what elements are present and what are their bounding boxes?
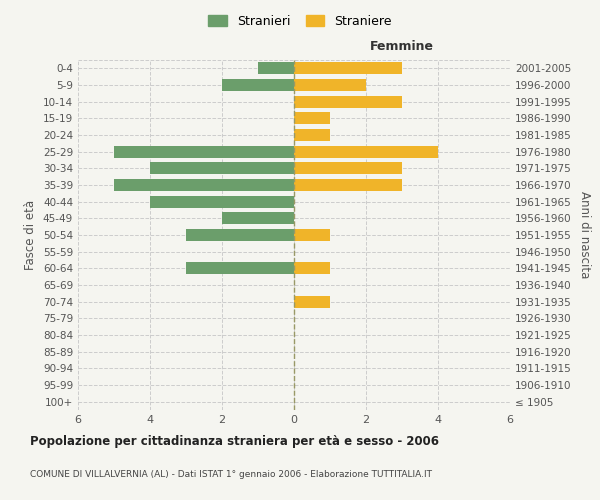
Bar (294, 229, 330, 241)
Bar (294, 296, 330, 308)
Y-axis label: Fasce di età: Fasce di età (25, 200, 37, 270)
Bar (294, 62, 402, 74)
Bar (294, 79, 366, 91)
Bar (186, 229, 294, 241)
Bar (222, 212, 294, 224)
Text: COMUNE DI VILLALVERNIA (AL) - Dati ISTAT 1° gennaio 2006 - Elaborazione TUTTITAL: COMUNE DI VILLALVERNIA (AL) - Dati ISTAT… (30, 470, 432, 479)
Bar (258, 62, 294, 74)
Bar (294, 146, 438, 158)
Bar (114, 146, 294, 158)
Bar (294, 179, 402, 191)
Bar (294, 129, 330, 141)
Bar (114, 179, 294, 191)
Text: Popolazione per cittadinanza straniera per età e sesso - 2006: Popolazione per cittadinanza straniera p… (30, 435, 439, 448)
Bar (150, 196, 294, 207)
Bar (186, 262, 294, 274)
Bar (294, 262, 330, 274)
Bar (150, 162, 294, 174)
Legend: Stranieri, Straniere: Stranieri, Straniere (205, 11, 395, 32)
Bar (294, 162, 402, 174)
Bar (294, 112, 330, 124)
Text: Femmine: Femmine (370, 40, 434, 53)
Bar (222, 79, 294, 91)
Bar (294, 96, 402, 108)
Y-axis label: Anni di nascita: Anni di nascita (578, 192, 591, 278)
